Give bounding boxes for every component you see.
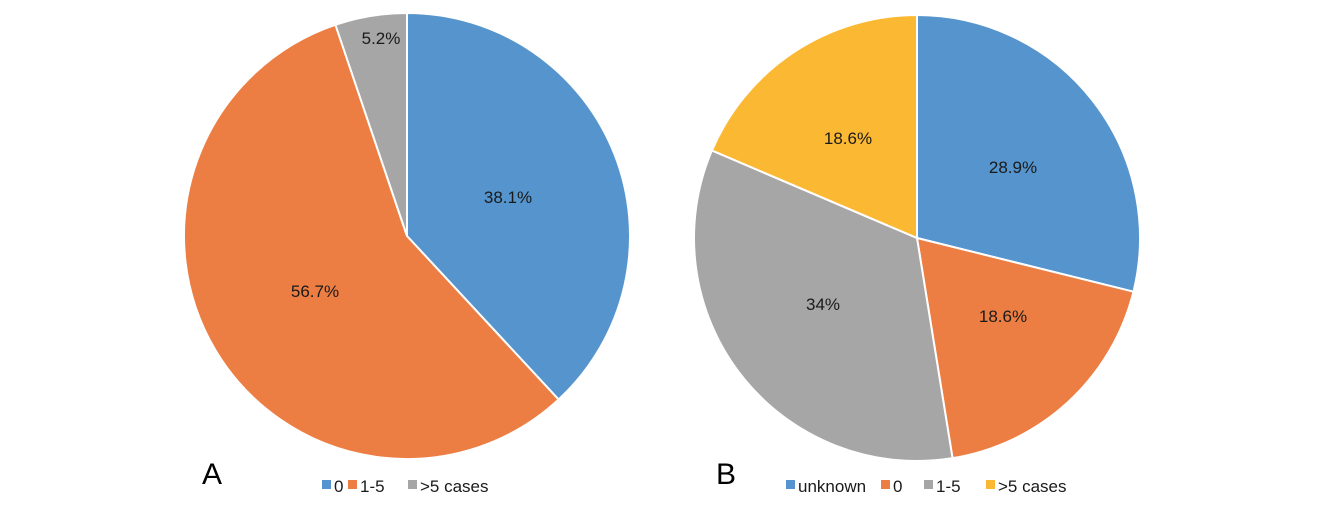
legend-swatch-1-5 — [348, 480, 357, 489]
legend-swatch-gt5-cases — [986, 480, 995, 489]
pie-slice-gt5-cases — [710, 13, 918, 240]
slice-label-1-5: 34% — [806, 295, 840, 314]
pie-slice-0 — [915, 236, 1135, 460]
legend-label-1-5: 1-5 — [936, 477, 961, 496]
slice-label-0: 38.1% — [484, 188, 532, 207]
legend-label-unknown: unknown — [798, 477, 866, 496]
legend-label-gt5-cases: >5 cases — [998, 477, 1067, 496]
panel-letter-b: B — [716, 458, 736, 491]
slice-label-0: 18.6% — [979, 307, 1027, 326]
legend-label-0: 0 — [334, 477, 343, 496]
pie-slice-0 — [406, 11, 631, 401]
legend-a: 0 1-5 >5 cases — [322, 477, 489, 496]
pie-chart-a: 38.1% 56.7% 5.2% — [183, 11, 631, 460]
slice-label-unknown: 28.9% — [989, 158, 1037, 177]
panel-letter-a: A — [202, 458, 222, 491]
slice-label-gt5-cases: 18.6% — [824, 129, 872, 148]
slice-label-gt5-cases: 5.2% — [362, 29, 401, 48]
slice-label-1-5: 56.7% — [291, 282, 339, 301]
legend-swatch-unknown — [786, 480, 795, 489]
pie-slice-gt5-cases — [334, 11, 408, 237]
legend-swatch-0 — [881, 480, 890, 489]
legend-swatch-0 — [322, 480, 331, 489]
legend-label-gt5-cases: >5 cases — [420, 477, 489, 496]
legend-label-1-5: 1-5 — [360, 477, 385, 496]
legend-swatch-gt5-cases — [408, 480, 417, 489]
pie-slice-unknown — [916, 13, 1141, 293]
pie-slice-1-5 — [693, 149, 954, 462]
pie-chart-b: 28.9% 18.6% 34% 18.6% — [693, 13, 1141, 462]
pie-slice-1-5 — [183, 23, 561, 460]
legend-swatch-1-5 — [924, 480, 933, 489]
legend-b: unknown 0 1-5 >5 cases — [786, 477, 1067, 496]
legend-label-0: 0 — [893, 477, 902, 496]
